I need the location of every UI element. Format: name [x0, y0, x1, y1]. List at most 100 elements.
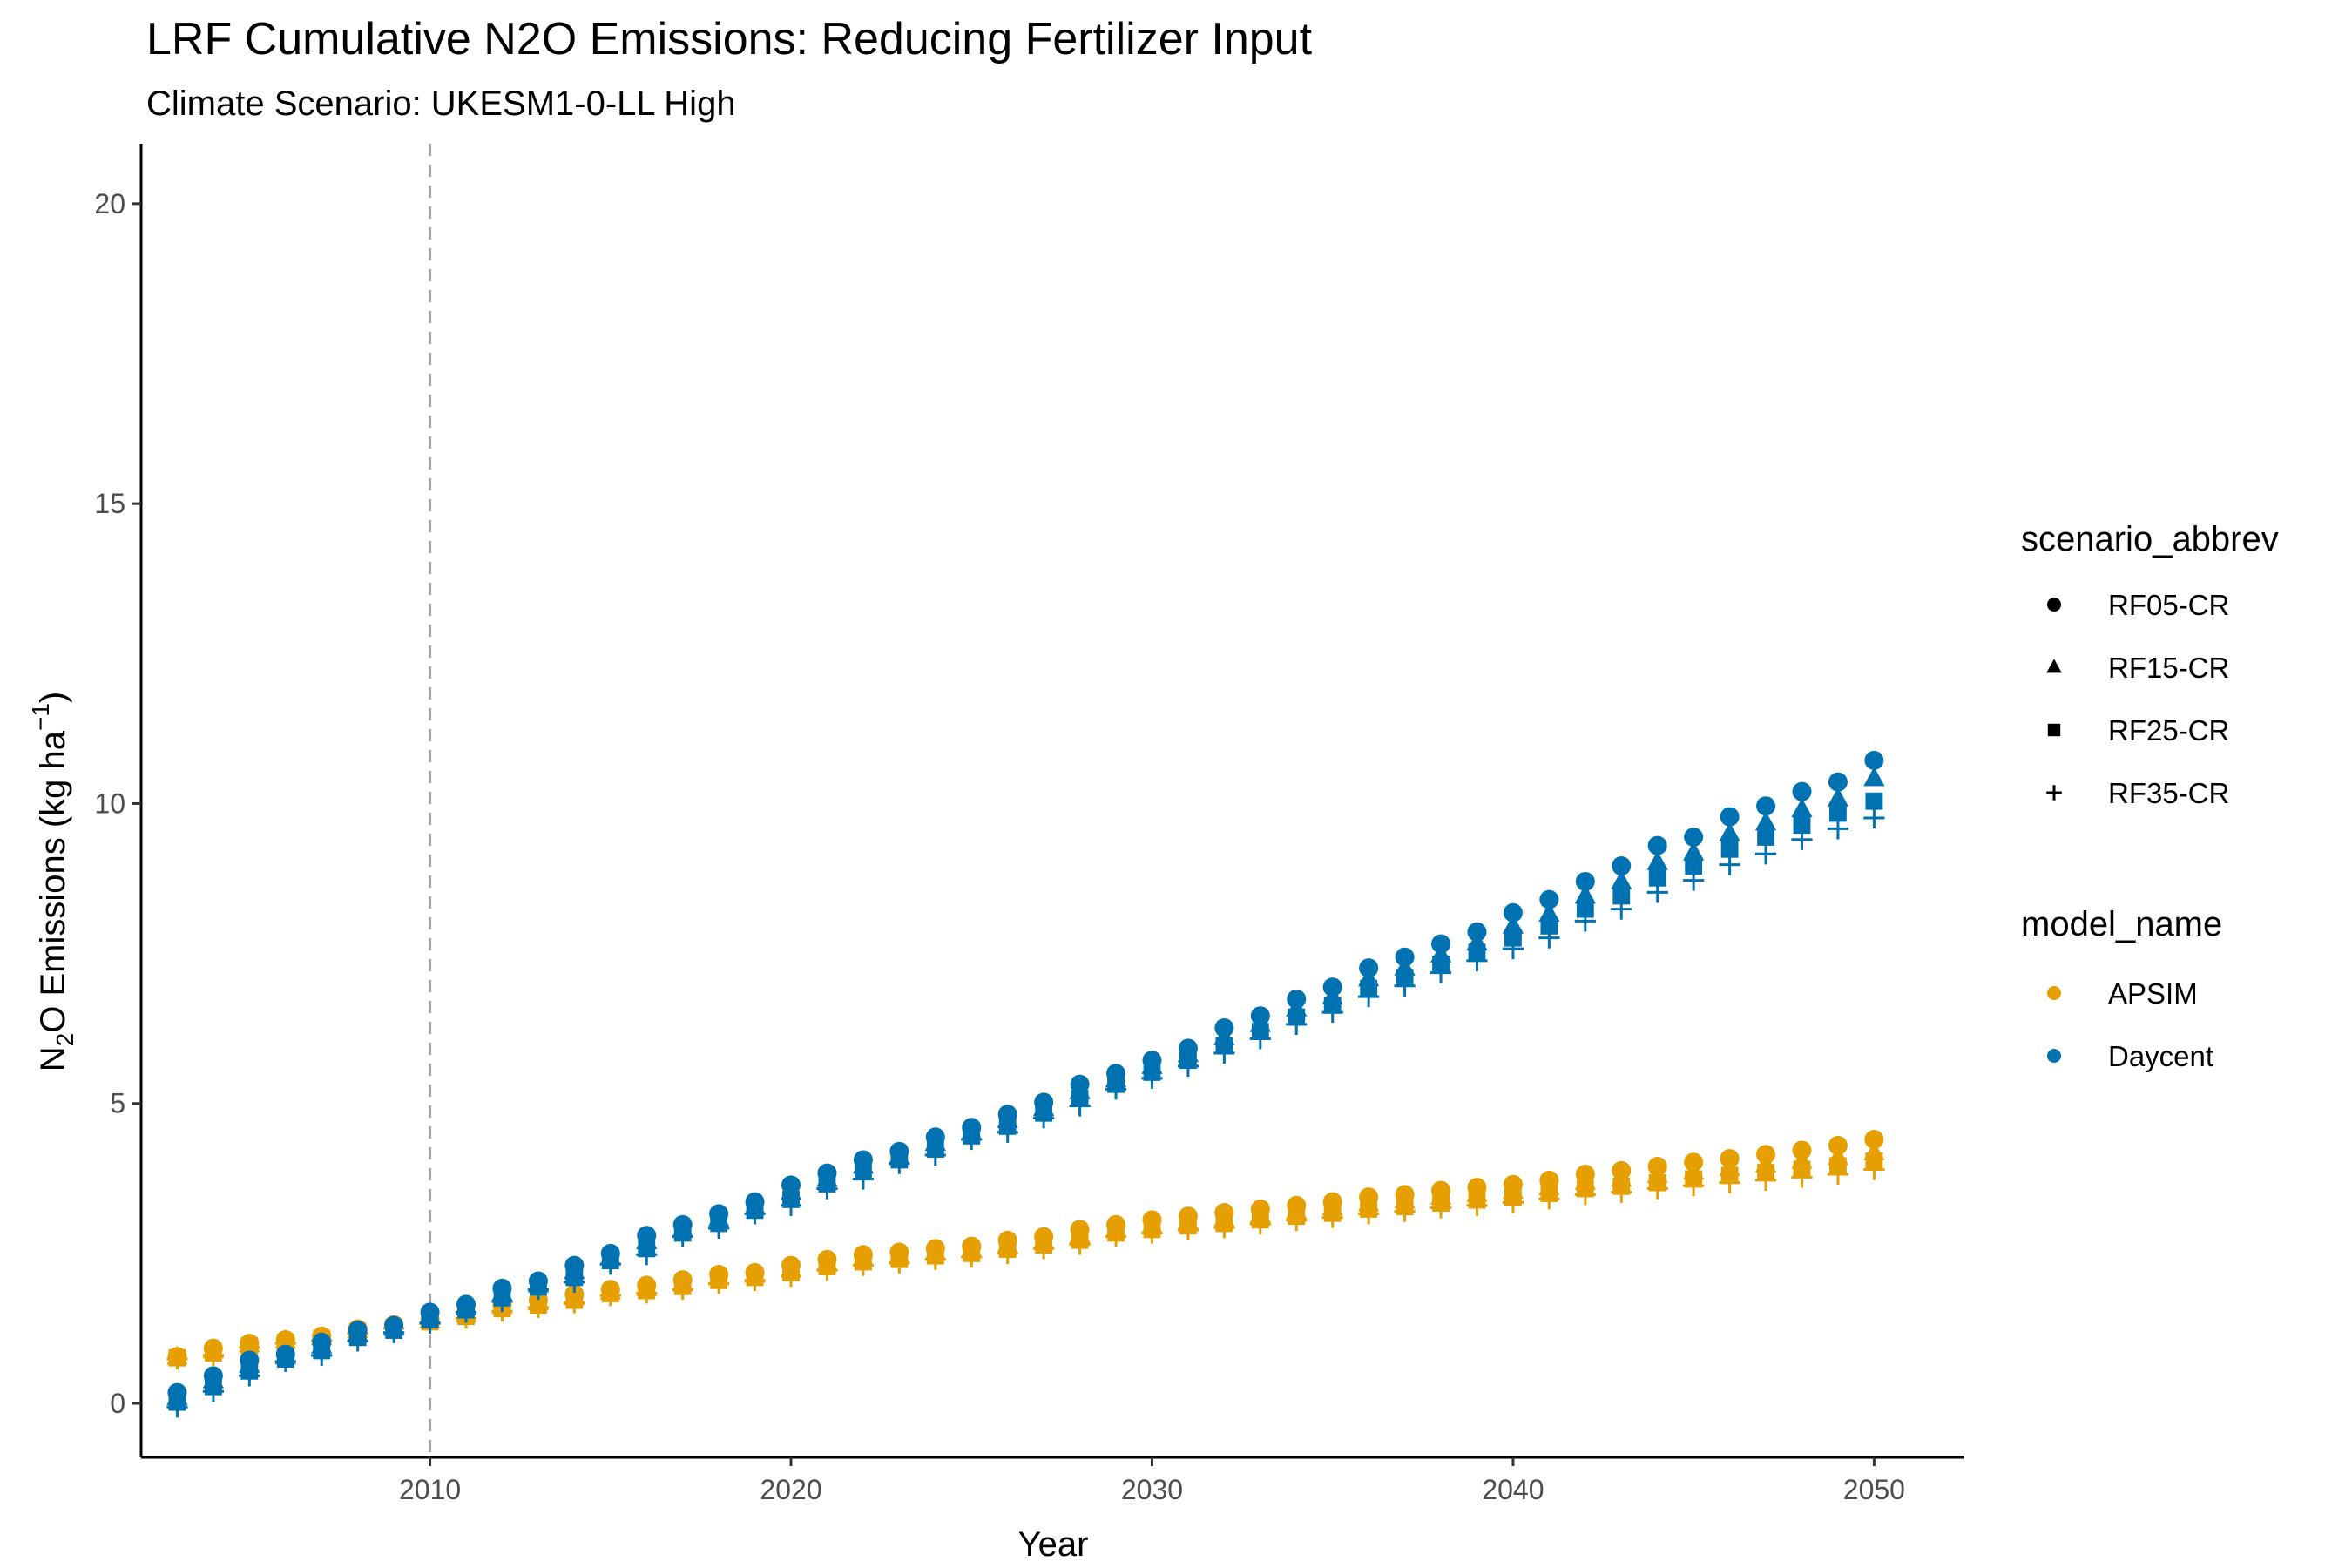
data-point	[1865, 792, 1883, 810]
data-point	[1538, 1188, 1560, 1210]
data-point	[347, 1330, 368, 1352]
data-point	[744, 1203, 766, 1225]
y-axis-title-subscript: 2	[51, 1033, 78, 1047]
data-point	[202, 1381, 224, 1402]
shape-legend: scenario_abbrev RF05-CR RF15-CR RF25-CR RF3…	[2021, 520, 2279, 809]
data-point	[599, 1254, 621, 1275]
y-tick-label: 0	[110, 1388, 125, 1419]
data-point	[1754, 811, 1777, 831]
data-point	[636, 1282, 658, 1304]
data-point	[274, 1350, 296, 1372]
data-point	[1720, 807, 1740, 827]
data-point	[1864, 1130, 1884, 1150]
data-point	[1611, 869, 1632, 889]
y-axis-ticks: 0 5 10 15 20	[94, 188, 141, 1419]
data-point	[1394, 975, 1416, 997]
data-point	[1754, 1169, 1777, 1191]
data-point	[1213, 1042, 1235, 1064]
data-point	[1358, 986, 1380, 1008]
data-point	[1828, 1135, 1848, 1155]
data-point	[311, 1344, 333, 1367]
data-point	[166, 1396, 188, 1418]
data-point	[1502, 937, 1524, 960]
data-point	[1683, 869, 1705, 891]
data-point	[1540, 917, 1558, 935]
data-point	[1756, 796, 1776, 816]
data-point	[708, 1273, 730, 1294]
data-point	[636, 1244, 658, 1266]
data-point	[1646, 850, 1668, 870]
color-legend-label: Daycent	[2108, 1040, 2213, 1072]
data-point	[1358, 1203, 1380, 1225]
data-point	[1611, 898, 1632, 920]
data-point	[1828, 772, 1848, 792]
data-point	[1321, 1206, 1343, 1228]
data-point	[780, 1265, 802, 1288]
x-tick-label: 2050	[1843, 1474, 1905, 1505]
data-point	[889, 1252, 910, 1274]
color-legend-title: model_name	[2021, 905, 2222, 943]
data-point	[1719, 1172, 1740, 1193]
data-point	[1286, 1013, 1308, 1035]
y-tick-label: 20	[94, 188, 125, 220]
data-point	[924, 1248, 946, 1270]
data-point	[1069, 1095, 1091, 1117]
data-point	[1864, 750, 1884, 770]
data-point	[1684, 828, 1704, 848]
data-point	[419, 1312, 441, 1334]
y-axis-title-close: )	[34, 692, 72, 703]
color-legend-label: APSIM	[2108, 977, 2198, 1010]
data-point	[1648, 868, 1666, 887]
shape-legend-title: scenario_abbrev	[2021, 520, 2279, 558]
data-point	[1827, 1163, 1849, 1186]
data-point	[1033, 1107, 1055, 1129]
data-point	[1249, 1213, 1271, 1235]
data-point	[744, 1269, 766, 1291]
data-point	[1792, 781, 1812, 801]
data-point	[1863, 1159, 1885, 1180]
data-point	[564, 1292, 585, 1314]
data-point	[1646, 1178, 1668, 1200]
shape-legend-key	[2047, 723, 2061, 737]
data-point	[672, 1226, 693, 1247]
data-point	[1033, 1238, 1055, 1260]
data-point	[1793, 816, 1811, 835]
data-point	[202, 1344, 224, 1367]
shape-legend-label: RF25-CR	[2108, 714, 2229, 747]
data-point	[961, 1246, 983, 1268]
data-point	[1791, 798, 1813, 818]
data-point	[1863, 767, 1885, 787]
plot-area: 0 5 10 15 20 2010 2020 2030 2040 2050	[94, 144, 1964, 1505]
x-axis-title: Year	[1018, 1525, 1089, 1564]
data-point	[1719, 821, 1740, 841]
chart-title: LRF Cumulative N2O Emissions: Reducing F…	[146, 14, 1313, 64]
data-point	[889, 1152, 910, 1174]
data-point	[455, 1301, 477, 1323]
data-point	[1683, 1174, 1705, 1197]
data-point	[1612, 887, 1631, 905]
data-point	[1466, 1194, 1488, 1216]
color-legend-key	[2047, 986, 2061, 1000]
y-axis-title-main: N	[34, 1046, 72, 1071]
data-point	[1576, 900, 1594, 918]
color-legend: model_name APSIM Daycent	[2021, 905, 2222, 1072]
data-point	[997, 1121, 1018, 1143]
data-point	[1429, 1197, 1452, 1219]
data-point	[852, 1168, 875, 1190]
x-tick-label: 2040	[1482, 1474, 1544, 1505]
data-point	[1249, 1028, 1271, 1050]
y-tick-label: 5	[110, 1088, 125, 1119]
x-tick-label: 2010	[399, 1474, 461, 1505]
data-point	[672, 1279, 693, 1301]
data-point	[1754, 843, 1777, 865]
data-point	[1827, 818, 1849, 840]
data-point	[1105, 1078, 1127, 1100]
data-point	[1720, 840, 1739, 858]
data-point	[924, 1144, 946, 1166]
data-point	[1611, 1181, 1632, 1203]
data-point	[1829, 804, 1847, 822]
data-point	[1069, 1233, 1091, 1255]
y-axis-title-superscript: −1	[27, 703, 54, 731]
data-point	[1574, 884, 1596, 904]
